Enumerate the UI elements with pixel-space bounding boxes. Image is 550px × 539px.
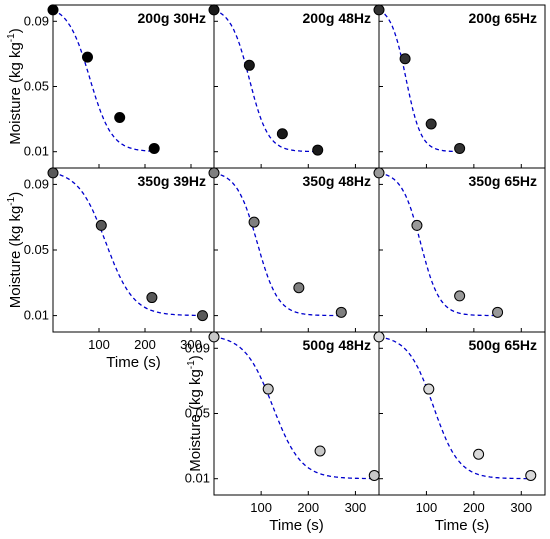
data-point xyxy=(47,167,59,179)
data-point xyxy=(454,142,466,154)
y-tick-label: 0.09 xyxy=(24,176,49,191)
fit-curve xyxy=(52,9,156,152)
x-axis-label: Time (s) xyxy=(269,517,323,534)
panel-title: 200g 65Hz xyxy=(469,10,537,26)
data-point xyxy=(492,306,504,318)
y-axis-label: Moisture (kg kg-1) xyxy=(186,355,204,471)
data-point xyxy=(276,128,288,140)
panel-5: 350g 65Hz xyxy=(373,167,546,333)
y-tick-label: 0.05 xyxy=(24,79,49,94)
panel-title: 200g 30Hz xyxy=(138,10,206,26)
data-point xyxy=(525,469,537,481)
panel-title: 350g 65Hz xyxy=(469,173,537,189)
panel-6: 0.01 0.05 0.09 100 200 300 500g 48Hz Moisture (… xyxy=(185,331,380,534)
panel-title: 500g 65Hz xyxy=(469,337,537,353)
data-point xyxy=(197,310,208,322)
data-point xyxy=(243,59,255,71)
x-tick-label: 100 xyxy=(250,500,272,515)
y-tick-label: 0.01 xyxy=(24,144,49,159)
y-tick-label: 0.09 xyxy=(24,13,49,28)
data-point xyxy=(208,167,220,179)
panel-title: 200g 48Hz xyxy=(303,10,371,26)
y-axis-label: Moisture (kg kg-1) xyxy=(6,192,24,308)
data-point xyxy=(373,167,385,179)
data-point xyxy=(454,290,466,302)
panel-title: 500g 48Hz xyxy=(303,337,371,353)
fit-curve xyxy=(378,172,499,317)
y-tick-label: 0.01 xyxy=(185,471,210,486)
fit-curve xyxy=(213,9,319,153)
data-point xyxy=(411,219,423,231)
fit-curve xyxy=(378,9,461,153)
panel-0: 0.01 0.05 0.09 200g 30Hz Moisture (kg kg-1) xyxy=(6,4,215,169)
panel-frame xyxy=(213,4,380,169)
data-point xyxy=(146,292,158,304)
x-axis-label: Time (s) xyxy=(435,517,489,534)
data-point xyxy=(373,331,385,343)
x-tick-label: 300 xyxy=(510,500,532,515)
fit-curve xyxy=(378,336,532,480)
x-tick-label: 100 xyxy=(88,337,110,352)
data-point xyxy=(208,4,220,16)
panel-frame xyxy=(52,167,215,333)
y-tick-label: 0.01 xyxy=(24,308,49,323)
data-point xyxy=(368,469,380,481)
data-point xyxy=(335,306,347,318)
panel-4: 350g 48Hz xyxy=(208,167,380,333)
panel-1: 200g 48Hz xyxy=(208,4,380,169)
panel-frame xyxy=(378,167,546,333)
data-point xyxy=(423,383,435,395)
data-point xyxy=(148,142,160,154)
panel-title: 350g 39Hz xyxy=(138,173,206,189)
panel-frame xyxy=(52,4,215,169)
x-tick-label: 300 xyxy=(180,337,202,352)
panels-layer: 0.01 0.05 0.09 200g 30Hz Moisture (kg kg-1) 2… xyxy=(6,4,546,534)
y-tick-label: 0.05 xyxy=(185,406,210,421)
fit-curve xyxy=(213,336,376,480)
x-axis-label: Time (s) xyxy=(106,354,160,371)
panel-title: 350g 48Hz xyxy=(303,173,371,189)
data-point xyxy=(399,53,411,65)
y-tick-label: 0.09 xyxy=(185,340,210,355)
data-point xyxy=(95,219,107,231)
y-tick-label: 0.05 xyxy=(24,242,49,257)
x-tick-label: 200 xyxy=(297,500,319,515)
x-tick-label: 100 xyxy=(416,500,438,515)
data-point xyxy=(114,111,126,123)
data-point xyxy=(425,118,437,130)
data-point xyxy=(248,216,260,228)
data-point xyxy=(314,445,326,457)
data-point xyxy=(312,144,324,156)
panel-3: 0.01 0.05 0.09 100 200 300 350g 39Hz Moisture (… xyxy=(6,167,215,371)
fit-curve xyxy=(52,172,203,317)
panel-frame xyxy=(378,331,546,496)
panel-7: 100 200 300 500g 65Hz Time (s) xyxy=(373,331,546,534)
y-axis-label: Moisture (kg kg-1) xyxy=(6,28,24,144)
panel-frame xyxy=(213,331,380,496)
data-point xyxy=(208,331,220,343)
data-point xyxy=(47,4,59,16)
data-point xyxy=(262,383,274,395)
x-tick-label: 200 xyxy=(134,337,156,352)
x-tick-label: 300 xyxy=(345,500,367,515)
x-tick-label: 200 xyxy=(463,500,485,515)
data-point xyxy=(293,282,305,294)
fit-curve xyxy=(213,172,343,317)
data-point xyxy=(473,448,485,460)
panel-2: 200g 65Hz xyxy=(373,4,546,169)
data-point xyxy=(373,4,385,16)
data-point xyxy=(82,51,93,63)
panel-frame xyxy=(213,167,380,333)
